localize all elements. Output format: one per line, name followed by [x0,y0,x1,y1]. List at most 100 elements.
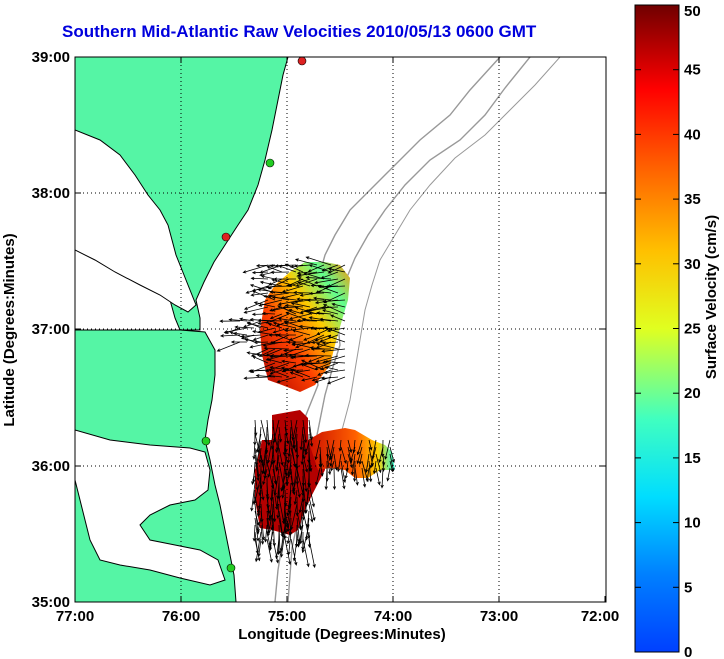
colorbar-tick-label: 25 [684,321,701,338]
y-tick-label: 35:00 [32,594,70,611]
velocity-arrow [313,296,332,301]
x-tick-label: 72:00 [581,608,619,625]
velocity-arrow [340,460,347,484]
velocity-arrow [330,460,335,472]
velocity-arrow [368,439,373,451]
velocity-arrow [297,524,304,546]
colorbar-tick-label: 50 [684,3,701,20]
velocity-arrow [347,439,353,454]
velocity-arrow [255,433,262,454]
velocity-arrow [266,433,274,464]
velocity-arrow [277,317,297,322]
velocity-arrow [244,338,262,343]
velocity-arrow [331,302,346,308]
velocity-arrow [306,298,325,302]
velocity-arrow [308,264,332,273]
velocity-arrow [323,360,346,364]
velocity-arrow [296,318,318,323]
velocity-arrow [273,468,280,497]
velocity-arrow [322,309,339,315]
velocity-arrow [323,326,346,336]
velocity-arrow [332,467,337,491]
velocity-arrow [316,311,332,315]
velocity-arrow [260,274,276,280]
velocity-arrow [308,503,314,523]
velocity-arrow [303,489,310,515]
velocity-arrow [287,531,292,556]
colorbar-tick-label: 15 [684,450,701,467]
velocity-arrow [316,342,339,350]
velocity-arrow [378,446,384,464]
velocity-arrow [324,365,339,371]
velocity-arrow [266,503,272,522]
velocity-arrow [319,317,339,322]
velocity-arrow [354,467,359,486]
velocity-arrow [278,265,297,273]
velocity-arrow [308,311,325,315]
velocity-arrow [243,306,269,314]
velocity-arrow [358,453,363,466]
velocity-arrow [292,538,298,562]
velocity-arrow [301,317,325,322]
velocity-arrow [330,314,346,322]
velocity-arrow [255,374,276,378]
velocity-arrow [290,503,298,531]
velocity-arrow [281,359,297,364]
velocity-arrow [283,348,304,353]
velocity-arrow [292,329,311,336]
velocity-arrow [239,317,255,322]
velocity-arrow [252,334,269,341]
velocity-arrow [270,419,280,450]
velocity-arrow [350,446,356,462]
velocity-arrow [266,538,273,563]
velocity-arrow [276,376,297,384]
velocity-arrow [313,278,339,285]
velocity-arrow [255,440,262,467]
velocity-arrow [315,355,339,363]
velocity-arrow [243,299,269,310]
velocity-arrow [296,271,311,275]
station-marker [297,57,307,66]
velocity-arrow [299,503,304,530]
velocity-arrow [307,355,325,363]
velocity-arrow [251,468,256,486]
velocity-arrow [306,334,325,344]
velocity-arrow [265,348,283,357]
velocity-arrow [267,322,283,329]
velocity-arrow [268,368,290,378]
bathymetry-contour-far [334,57,561,461]
velocity-arrow [292,355,318,359]
velocity-arrow [308,538,316,569]
velocity-arrow [267,358,283,364]
velocity-arrow [302,419,308,444]
pamlico-sound [75,429,226,586]
velocity-arrow [251,290,276,301]
velocity-arrow [266,419,271,447]
velocity-arrow [257,318,283,322]
velocity-arrow [309,326,325,330]
velocity-arrow [260,524,265,545]
velocity-arrow [284,538,292,566]
velocity-arrow [230,340,248,344]
velocity-arrow [254,510,260,526]
grid-lines [75,57,606,602]
velocity-arrow [375,467,381,486]
velocity-arrow [338,439,342,452]
velocity-arrow [301,362,325,366]
velocity-arrow [333,453,338,471]
velocity-arrow [272,496,277,523]
velocity-arrow [308,496,316,521]
velocity-arrow [288,308,304,315]
velocity-arrow [269,290,297,294]
velocity-arrow [282,440,287,456]
x-tick-label: 73:00 [480,608,518,625]
velocity-arrow [310,347,332,351]
velocity-arrow [320,271,339,279]
velocity-arrow [257,538,262,558]
y-axis-label: Latitude (Degrees:Minutes) [1,233,18,426]
velocity-arrow [314,362,332,370]
velocity-arrow [315,467,321,486]
velocity-arrow [270,270,290,274]
velocity-arrow [267,374,283,378]
velocity-arrow [263,346,290,350]
